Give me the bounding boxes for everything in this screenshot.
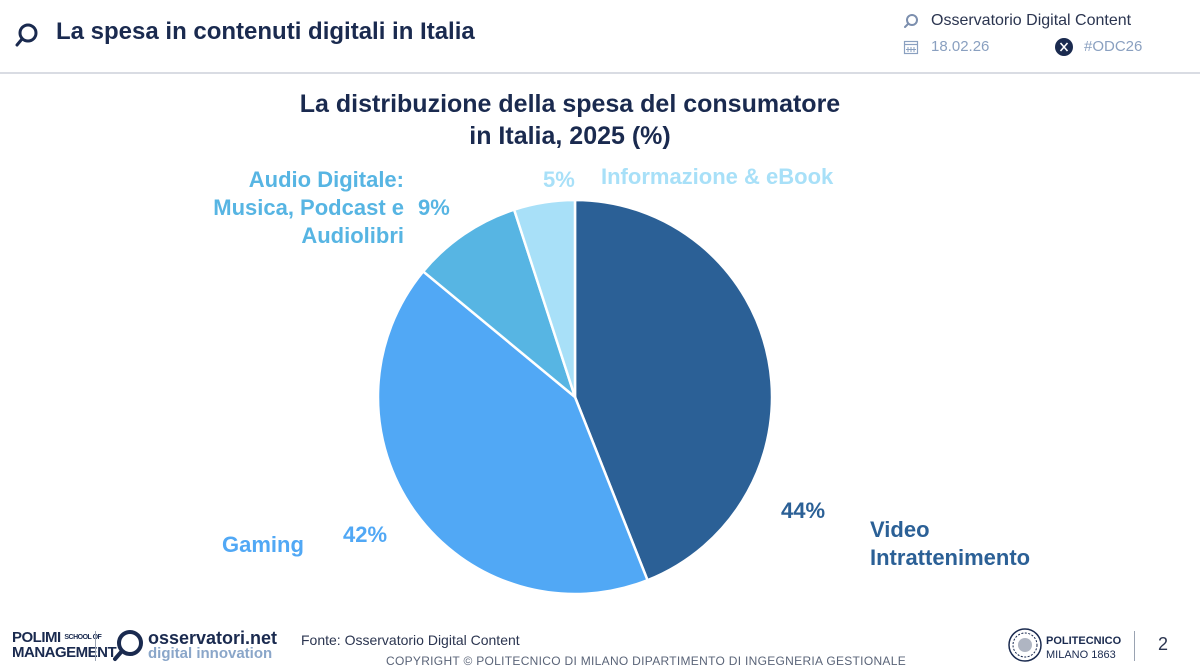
- polimi-logo-small: SCHOOL OF: [64, 634, 102, 641]
- video-name-line-1: Video: [870, 517, 930, 542]
- chart-title-line-2: in Italia, 2025 (%): [469, 122, 671, 150]
- calendar-icon: [903, 40, 919, 55]
- video-value-label: 44%: [781, 498, 826, 523]
- polimi-logo: POLIMI SCHOOL OF MANAGEMENT: [12, 629, 117, 661]
- observatory-small-icon: [904, 14, 918, 28]
- event-date: 18.02.26: [931, 38, 990, 55]
- gaming-value-label: 42%: [343, 522, 388, 547]
- pie-slice-gaming: [376, 269, 650, 596]
- copyright-note: COPYRIGHT © POLITECNICO DI MILANO DIPART…: [386, 654, 907, 668]
- pie-slice-audio: [421, 208, 578, 401]
- gaming-name-label: Gaming: [222, 532, 304, 557]
- audio-name-line-3: Audiolibri: [301, 223, 404, 248]
- video-name-line-2: Intrattenimento: [870, 545, 1031, 570]
- pie-slice-info: [512, 198, 577, 398]
- audio-name-line-1: Audio Digitale:: [248, 167, 404, 192]
- observatory-logo-icon: [15, 23, 38, 47]
- chart-title: La distribuzione della spesa del consuma…: [200, 88, 940, 152]
- footer-separator: [95, 631, 96, 661]
- footer-separator-right: [1134, 631, 1135, 661]
- video-name-label: Video Intrattenimento: [870, 516, 1030, 572]
- audio-name-line-2: Musica, Podcast e: [213, 195, 404, 220]
- page-number: 2: [1158, 634, 1169, 654]
- info-value-label: 5%: [543, 167, 575, 192]
- x-social-icon[interactable]: [1055, 38, 1073, 56]
- source-note: Fonte: Osservatorio Digital Content: [301, 632, 520, 648]
- politecnico-logo-text: POLITECNICO: [1046, 635, 1122, 647]
- politecnico-seal-icon: [1008, 628, 1042, 662]
- header-divider: [0, 72, 1200, 74]
- osservatori-logo-icon: [113, 630, 143, 661]
- osservatori-logo-text: osservatori.net: [148, 628, 278, 648]
- page-title: La spesa in contenuti digitali in Italia: [56, 18, 475, 45]
- audio-value-label: 9%: [418, 195, 450, 220]
- chart-title-line-1: La distribuzione della spesa del consuma…: [299, 90, 841, 118]
- osservatori-logo-subtext: digital innovation: [148, 645, 273, 662]
- polimi-logo-line-2: MANAGEMENT: [12, 644, 117, 661]
- observatory-name: Osservatorio Digital Content: [931, 12, 1132, 29]
- politecnico-logo-subtext: MILANO 1863: [1046, 649, 1116, 661]
- audio-name-label: Audio Digitale: Musica, Podcast e Audiol…: [150, 166, 404, 250]
- pie-slice-video: [573, 198, 774, 582]
- info-name-label: Informazione & eBook: [601, 164, 834, 189]
- polimi-logo-line-1: POLIMI: [12, 629, 61, 646]
- event-hashtag[interactable]: #ODC26: [1084, 38, 1143, 55]
